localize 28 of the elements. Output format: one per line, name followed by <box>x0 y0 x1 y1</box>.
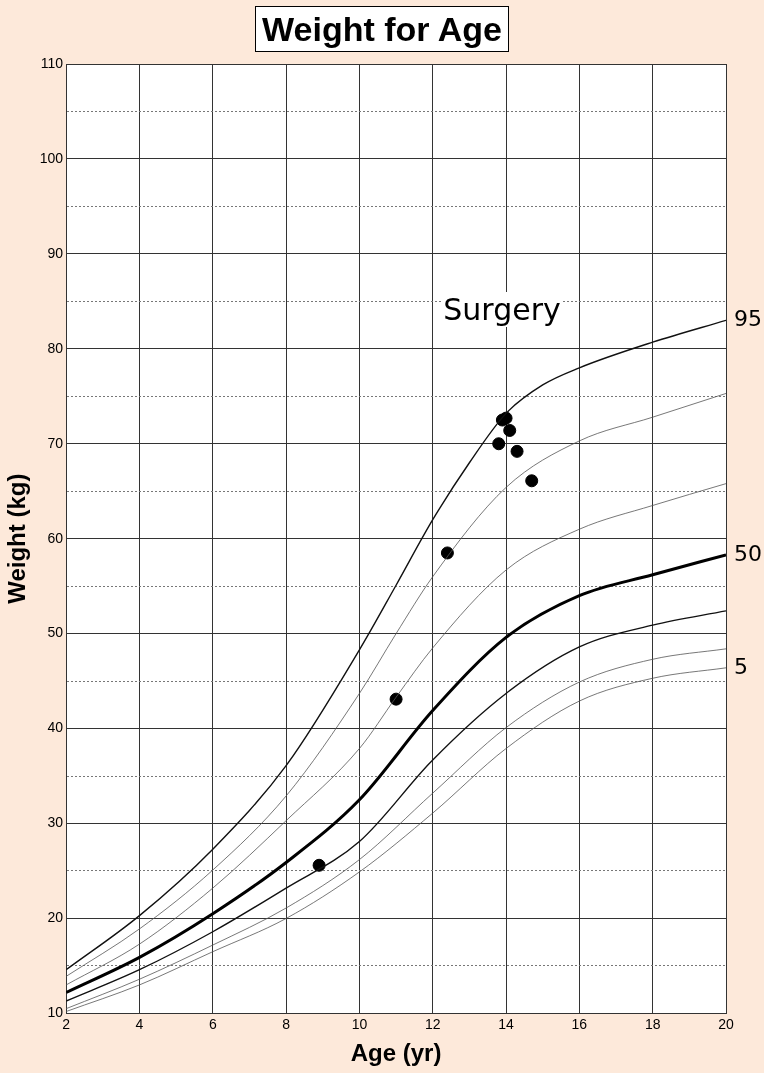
annotation: Surgery <box>443 292 561 327</box>
x-tick-label: 4 <box>135 1015 144 1032</box>
chart-title: Weight for Age <box>255 6 509 52</box>
y-tick-label: 10 <box>47 1004 64 1021</box>
y-tick-label: 40 <box>47 719 64 736</box>
x-tick-label: 18 <box>644 1015 661 1032</box>
y-tick-label: 80 <box>47 339 64 356</box>
y-axis-title: Weight (kg) <box>3 473 31 604</box>
y-tick-label: 110 <box>40 54 64 71</box>
y-tick-label: 100 <box>39 149 64 166</box>
x-tick-label: 10 <box>351 1015 368 1032</box>
y-tick-label: 70 <box>47 434 64 451</box>
series-label: 95 <box>734 306 762 332</box>
x-tick-label: 12 <box>424 1015 441 1032</box>
y-tick-label: 60 <box>47 529 64 546</box>
x-tick-label: 16 <box>571 1015 588 1032</box>
x-tick-label: 6 <box>208 1015 217 1032</box>
series-label: 50 <box>734 540 762 566</box>
x-axis-title: Age (yr) <box>350 1039 442 1067</box>
y-tick-label: 30 <box>47 814 64 831</box>
x-tick-label: 2 <box>62 1015 71 1032</box>
series-label: 5 <box>734 653 748 679</box>
y-tick-label: 20 <box>47 909 64 926</box>
x-tick-label: 20 <box>718 1015 734 1032</box>
x-tick-label: 8 <box>282 1015 291 1032</box>
x-tick-label: 14 <box>498 1015 515 1032</box>
y-tick-label: 50 <box>47 624 64 641</box>
y-tick-label: 90 <box>47 244 64 261</box>
